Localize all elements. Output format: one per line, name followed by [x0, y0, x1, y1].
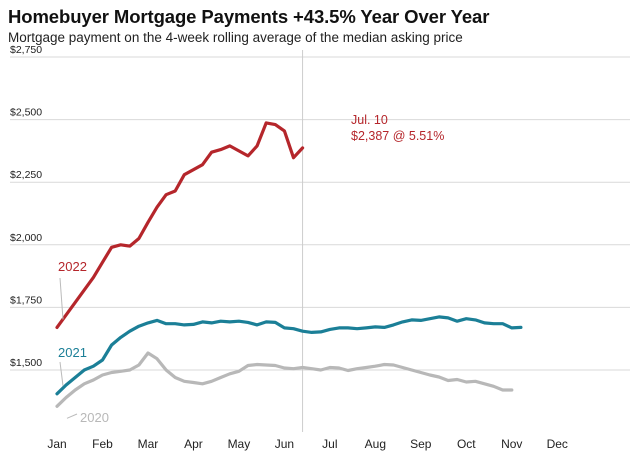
annotations: 2022 2021 2020 Jul. 10 $2,387 @ 5.51% — [58, 113, 444, 425]
x-tick-label: May — [228, 437, 251, 451]
leader-line-2021 — [59, 361, 64, 386]
series-label-2021: 2021 — [58, 345, 87, 360]
x-tick-label: Feb — [92, 437, 113, 451]
x-tick-label: Jun — [275, 437, 294, 451]
series-lines — [55, 121, 523, 408]
x-tick-label: Jul — [322, 437, 337, 451]
y-axis-labels: $1,500 $1,750 $2,000 $2,250 $2,500 $2,750 — [10, 44, 42, 369]
series-label-2020: 2020 — [80, 410, 109, 425]
y-tick-label: $2,250 — [10, 169, 42, 181]
x-tick-label: Nov — [501, 437, 522, 451]
y-tick-label: $2,750 — [10, 44, 42, 56]
series-line-2020 — [55, 351, 514, 408]
gridlines — [10, 56, 630, 371]
chart-title: Homebuyer Mortgage Payments +43.5% Year … — [8, 6, 490, 27]
annotation-value: $2,387 @ 5.51% — [351, 129, 444, 143]
chart-subtitle: Mortgage payment on the 4-week rolling a… — [8, 30, 463, 45]
y-tick-label: $2,500 — [10, 107, 42, 119]
x-tick-label: Aug — [365, 437, 386, 451]
x-tick-label: Jan — [47, 437, 66, 451]
series-line-2022 — [55, 121, 305, 329]
series-label-2022: 2022 — [58, 259, 87, 274]
leader-line-2020 — [66, 413, 78, 419]
x-tick-label: Sep — [410, 437, 432, 451]
leader-line-2022 — [59, 277, 64, 320]
x-axis-labels: Jan Feb Mar Apr May Jun Jul Aug Sep Oct Nov Dec — [47, 437, 568, 451]
y-tick-label: $2,000 — [10, 232, 42, 244]
annotation-date: Jul. 10 — [351, 113, 388, 127]
x-tick-label: Apr — [184, 437, 203, 451]
y-tick-label: $1,500 — [10, 357, 42, 369]
series-line-2021 — [55, 315, 523, 396]
x-tick-label: Dec — [547, 437, 568, 451]
x-tick-label: Mar — [138, 437, 159, 451]
x-tick-label: Oct — [457, 437, 476, 451]
y-tick-label: $1,750 — [10, 294, 42, 306]
